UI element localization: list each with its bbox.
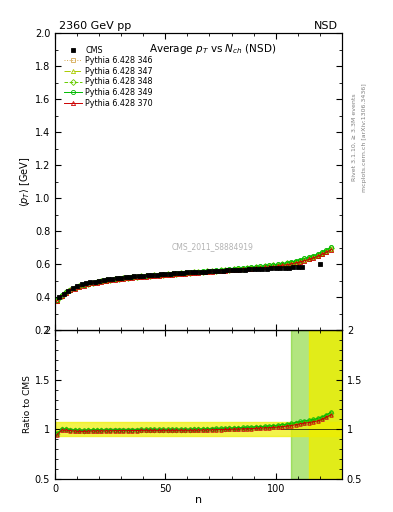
Pythia 6.428 348: [130, 274, 135, 280]
Line: Pythia 6.428 346: Pythia 6.428 346: [55, 247, 333, 303]
Pythia 6.428 348: [139, 273, 143, 280]
Pythia 6.428 346: [130, 274, 135, 281]
Pythia 6.428 347: [329, 246, 333, 252]
Line: Pythia 6.428 347: Pythia 6.428 347: [55, 247, 333, 303]
Pythia 6.428 347: [324, 248, 329, 254]
Pythia 6.428 348: [324, 248, 329, 254]
CMS: [70, 285, 75, 291]
Text: mcplots.cern.ch [arXiv:1306.3436]: mcplots.cern.ch [arXiv:1306.3436]: [362, 83, 367, 191]
Y-axis label: $\langle p_T \rangle$ [GeV]: $\langle p_T \rangle$ [GeV]: [18, 157, 32, 207]
Pythia 6.428 347: [245, 265, 250, 271]
Pythia 6.428 349: [183, 270, 187, 276]
Pythia 6.428 349: [130, 274, 135, 280]
Pythia 6.428 346: [192, 270, 196, 276]
Pythia 6.428 346: [55, 297, 60, 304]
Pythia 6.428 347: [130, 274, 135, 281]
Pythia 6.428 349: [329, 244, 333, 250]
Pythia 6.428 346: [329, 246, 333, 252]
CMS: [229, 267, 234, 273]
CMS: [318, 261, 322, 267]
X-axis label: n: n: [195, 495, 202, 505]
Line: Pythia 6.428 349: Pythia 6.428 349: [55, 245, 333, 302]
Text: 2360 GeV pp: 2360 GeV pp: [59, 20, 131, 31]
Pythia 6.428 370: [130, 275, 135, 281]
CMS: [57, 294, 62, 301]
Pythia 6.428 348: [329, 245, 333, 251]
Text: CMS_2011_S8884919: CMS_2011_S8884919: [172, 243, 254, 251]
Legend: CMS, Pythia 6.428 346, Pythia 6.428 347, Pythia 6.428 348, Pythia 6.428 349, Pyt: CMS, Pythia 6.428 346, Pythia 6.428 347,…: [62, 43, 155, 110]
Pythia 6.428 348: [245, 265, 250, 271]
Pythia 6.428 349: [139, 273, 143, 279]
Pythia 6.428 349: [324, 247, 329, 253]
CMS: [66, 288, 71, 294]
Pythia 6.428 347: [183, 270, 187, 276]
Text: Rivet 3.1.10, ≥ 3.3M events: Rivet 3.1.10, ≥ 3.3M events: [352, 93, 357, 181]
Pythia 6.428 348: [55, 297, 60, 303]
Pythia 6.428 349: [192, 269, 196, 275]
Pythia 6.428 347: [55, 297, 60, 304]
Pythia 6.428 346: [245, 266, 250, 272]
Text: NSD: NSD: [314, 20, 338, 31]
Line: CMS: CMS: [57, 262, 322, 300]
Pythia 6.428 370: [329, 247, 333, 253]
Pythia 6.428 370: [139, 274, 143, 280]
Line: Pythia 6.428 370: Pythia 6.428 370: [55, 248, 333, 303]
Pythia 6.428 370: [183, 270, 187, 276]
CMS: [163, 271, 168, 277]
Pythia 6.428 349: [55, 297, 60, 303]
Pythia 6.428 346: [324, 249, 329, 255]
Pythia 6.428 347: [139, 273, 143, 280]
Bar: [55, 422, 342, 436]
Pythia 6.428 346: [183, 270, 187, 276]
Y-axis label: Ratio to CMS: Ratio to CMS: [23, 375, 32, 434]
Pythia 6.428 347: [192, 269, 196, 275]
Pythia 6.428 370: [245, 266, 250, 272]
Pythia 6.428 370: [192, 270, 196, 276]
Pythia 6.428 370: [55, 298, 60, 304]
Pythia 6.428 349: [245, 265, 250, 271]
Pythia 6.428 348: [192, 269, 196, 275]
Pythia 6.428 370: [324, 249, 329, 255]
CMS: [225, 267, 230, 273]
CMS: [123, 274, 128, 281]
Text: Average $p_T$ vs $N_{ch}$ (NSD): Average $p_T$ vs $N_{ch}$ (NSD): [149, 42, 277, 56]
Line: Pythia 6.428 348: Pythia 6.428 348: [55, 246, 333, 302]
Pythia 6.428 346: [139, 273, 143, 280]
Pythia 6.428 348: [183, 270, 187, 276]
